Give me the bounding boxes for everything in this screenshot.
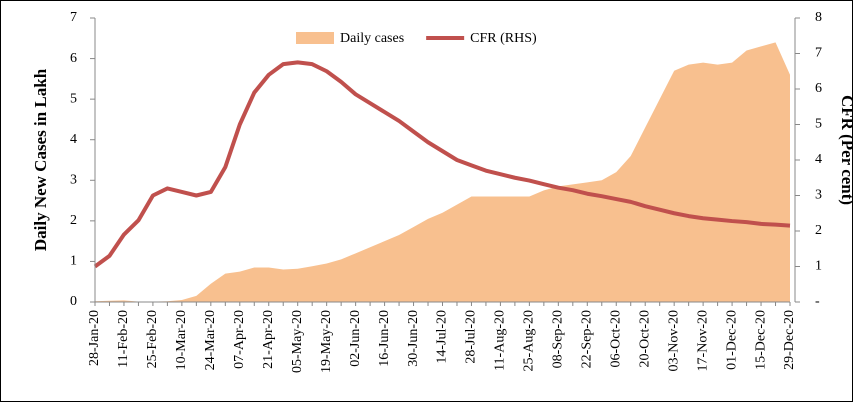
x-tick-label: 28-Jan-20 <box>87 310 102 366</box>
y-tick-label: 1 <box>70 254 77 269</box>
y2-tick-label: 6 <box>815 81 822 96</box>
x-tick-label: 07-Apr-20 <box>232 310 247 369</box>
x-tick-label: 14-Jul-20 <box>435 310 450 364</box>
y2-tick-label: 2 <box>815 223 822 238</box>
x-tick-label: 15-Dec-20 <box>753 310 768 370</box>
x-tick-label: 30-Jun-20 <box>406 310 421 367</box>
x-tick-label: 17-Nov-20 <box>695 310 710 371</box>
x-tick-label: 28-Jul-20 <box>464 310 479 364</box>
cfr-line <box>93 60 791 269</box>
y2-tick-label: - <box>815 294 820 309</box>
x-tick-label: 24-Mar-20 <box>203 310 218 370</box>
y2-tick-label: 3 <box>815 188 822 203</box>
x-tick-label: 08-Sep-20 <box>551 310 566 368</box>
x-tick-label: 22-Sep-20 <box>580 310 595 368</box>
x-tick-label: 25-Aug-20 <box>522 310 537 371</box>
legend-label: CFR (RHS) <box>470 31 537 46</box>
x-tick-label: 02-Jun-20 <box>348 310 363 367</box>
x-tick-label: 11-Aug-20 <box>493 310 508 371</box>
y2-tick-label: 5 <box>815 117 822 132</box>
x-tick-label: 16-Jun-20 <box>377 310 392 367</box>
cases-area <box>95 42 790 302</box>
x-tick-label: 20-Oct-20 <box>637 310 652 368</box>
x-tick-label: 11-Feb-20 <box>116 310 131 368</box>
legend-label: Daily cases <box>340 31 404 46</box>
x-tick-label: 10-Mar-20 <box>174 310 189 370</box>
y2-tick-label: 8 <box>815 10 822 25</box>
x-tick-label: 25-Feb-20 <box>145 310 160 368</box>
y-tick-label: 6 <box>70 51 77 66</box>
x-tick-label: 05-May-20 <box>290 310 305 373</box>
y-tick-label: 0 <box>70 294 77 309</box>
legend-swatch <box>296 32 334 44</box>
y-tick-label: 4 <box>70 132 77 147</box>
x-tick-label: 19-May-20 <box>319 310 334 373</box>
y-tick-label: 5 <box>70 91 77 106</box>
y2-axis-title: CFR (Per cent) <box>838 95 853 205</box>
y-axis-title: Daily New Cases in Lakh <box>31 68 50 251</box>
x-tick-label: 29-Dec-20 <box>782 310 797 370</box>
y-tick-label: 3 <box>70 173 77 188</box>
x-tick-label: 21-Apr-20 <box>261 310 276 369</box>
y2-tick-label: 1 <box>815 259 822 274</box>
x-tick-label: 06-Oct-20 <box>608 310 623 368</box>
y2-tick-label: 7 <box>815 46 822 61</box>
x-tick-label: 03-Nov-20 <box>666 310 681 371</box>
y-tick-label: 2 <box>70 213 77 228</box>
y-tick-label: 7 <box>70 10 77 25</box>
y2-tick-label: 4 <box>815 152 822 167</box>
x-tick-label: 01-Dec-20 <box>724 310 739 370</box>
